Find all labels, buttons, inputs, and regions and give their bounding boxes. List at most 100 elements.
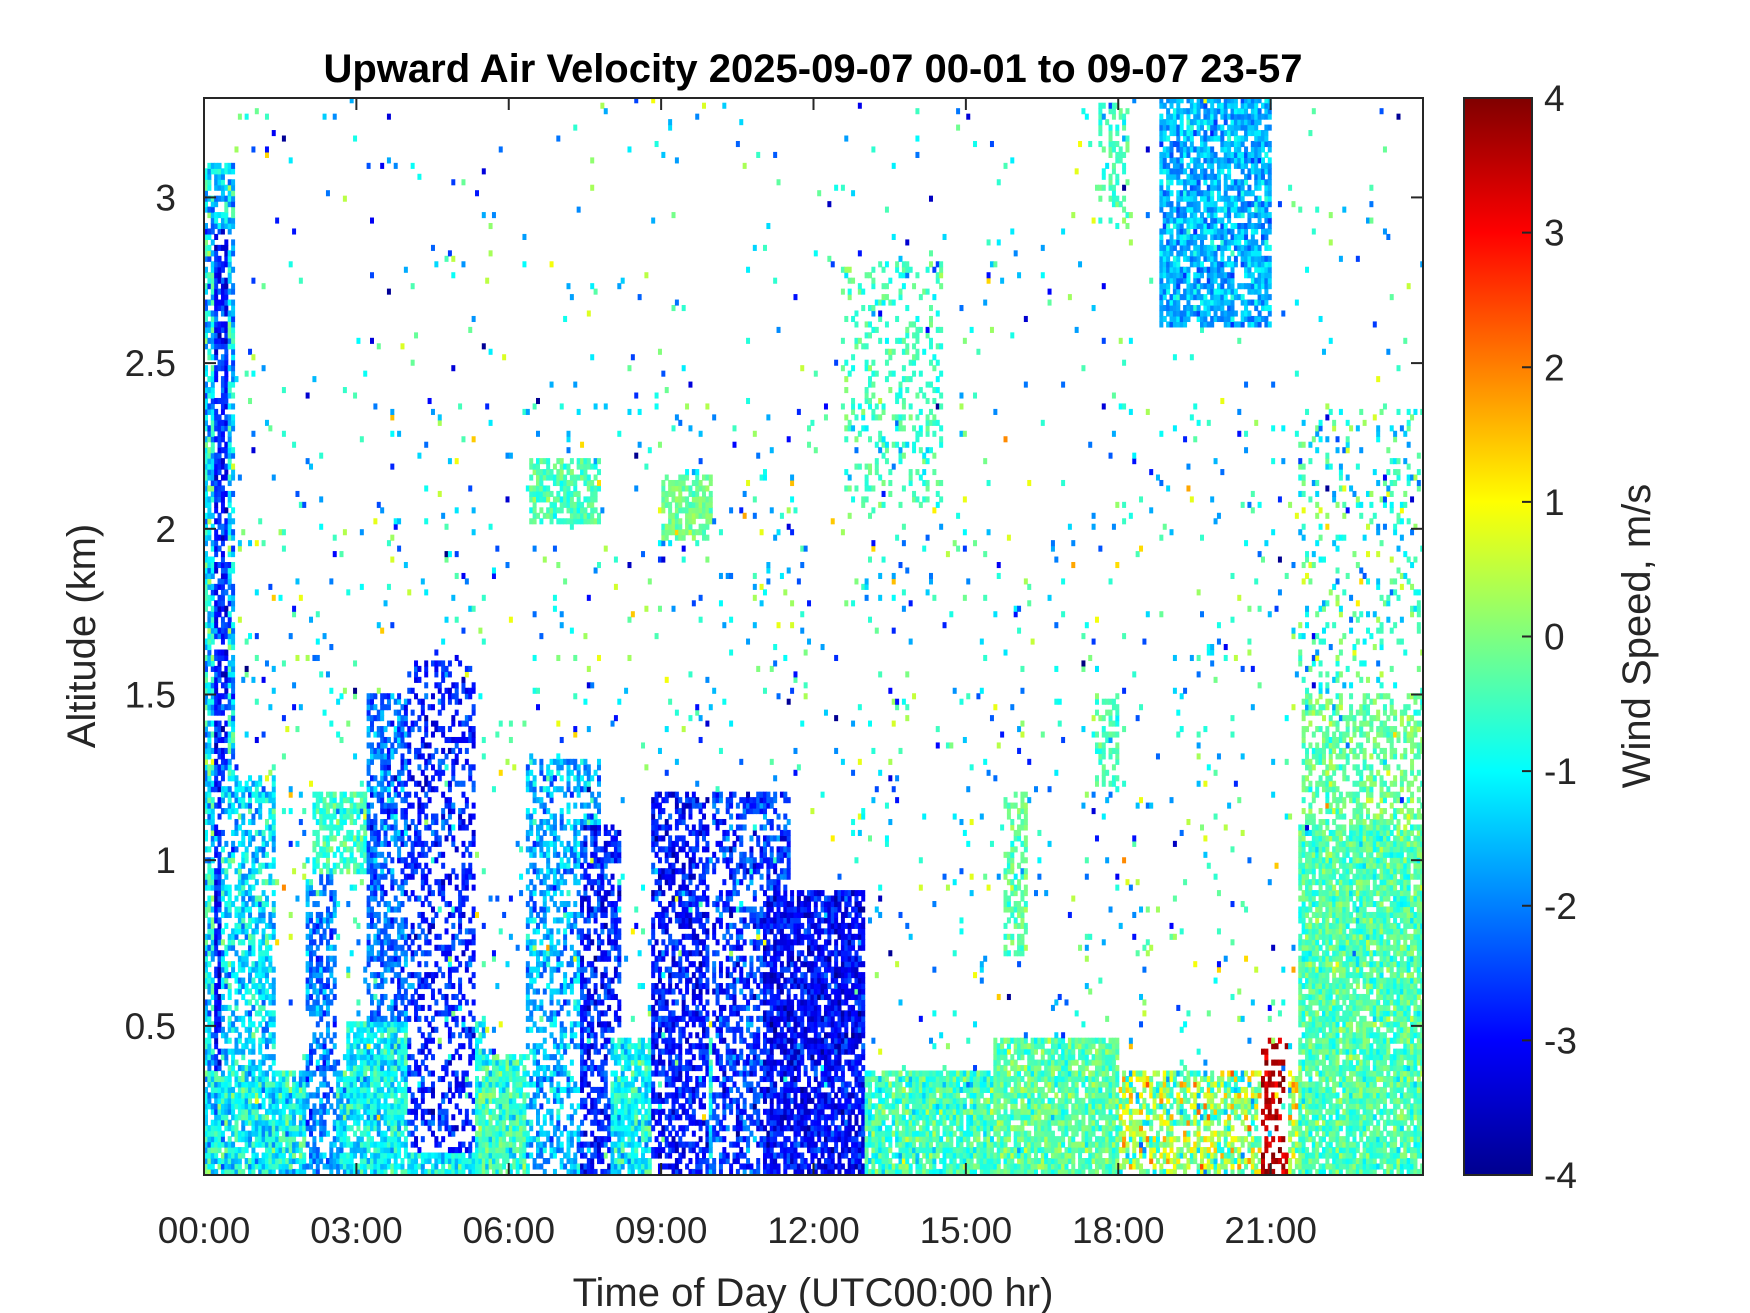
heatmap-cell — [325, 966, 330, 973]
heatmap-cell — [227, 430, 232, 437]
heatmap-cell — [532, 840, 537, 847]
heatmap-cell — [424, 660, 429, 667]
heatmap-cell — [217, 485, 222, 492]
heatmap-cell — [231, 928, 236, 935]
heatmap-cell — [210, 195, 215, 202]
heatmap-cell — [214, 479, 219, 487]
heatmap-cell — [204, 698, 208, 705]
heatmap-cell — [441, 747, 446, 754]
heatmap-cell — [471, 999, 476, 1006]
heatmap-cell — [210, 545, 215, 552]
heatmap-cell — [539, 474, 544, 481]
heatmap-cell — [227, 436, 232, 443]
heatmap-cell — [502, 1114, 507, 1121]
heatmap-cell — [278, 594, 283, 601]
heatmap-cell — [254, 1119, 259, 1126]
heatmap-cell — [542, 786, 547, 793]
heatmap-cell — [505, 1092, 510, 1099]
heatmap-cell — [522, 1141, 527, 1148]
heatmap-cell — [214, 1004, 219, 1011]
heatmap-cell — [204, 490, 208, 497]
heatmap-cell — [210, 469, 215, 476]
heatmap-cell — [407, 758, 412, 765]
heatmap-cell — [417, 1152, 422, 1159]
heatmap-cell — [234, 1114, 239, 1121]
heatmap-cell — [261, 1163, 266, 1170]
heatmap-cell — [400, 890, 405, 897]
heatmap-cell — [529, 824, 534, 831]
heatmap-cell — [305, 999, 310, 1006]
heatmap-cell — [383, 922, 388, 929]
heatmap-cell — [214, 419, 219, 426]
heatmap-cell — [312, 840, 317, 847]
heatmap-cell — [319, 1081, 324, 1088]
heatmap-cell — [271, 1114, 276, 1121]
heatmap-cell — [220, 1075, 225, 1083]
heatmap-cell — [454, 507, 459, 514]
heatmap-cell — [204, 1147, 208, 1154]
heatmap-cell — [346, 1054, 351, 1061]
heatmap-cell — [410, 983, 415, 990]
heatmap-cell — [390, 917, 395, 924]
heatmap-cell — [370, 1015, 374, 1022]
heatmap-cell — [386, 1163, 391, 1170]
heatmap-cell — [441, 1075, 446, 1083]
heatmap-cell — [336, 1092, 341, 1099]
heatmap-cell — [251, 1075, 256, 1083]
heatmap-cell — [539, 485, 544, 492]
heatmap-cell — [309, 972, 314, 979]
heatmap-cell — [244, 1114, 249, 1121]
heatmap-cell — [410, 868, 415, 875]
heatmap-cell — [536, 840, 540, 847]
heatmap-cell — [214, 321, 219, 328]
heatmap-cell — [366, 1114, 371, 1121]
heatmap-cell — [407, 895, 412, 902]
heatmap-cell — [525, 1015, 530, 1022]
heatmap-cell — [349, 851, 354, 858]
heatmap-cell — [339, 818, 344, 826]
heatmap-cell — [312, 966, 317, 973]
heatmap-cell — [241, 1075, 246, 1083]
heatmap-cell — [532, 1043, 537, 1050]
heatmap-cell — [325, 906, 330, 913]
heatmap-cell — [220, 419, 225, 426]
heatmap-cell — [400, 1163, 405, 1170]
heatmap-cell — [403, 933, 408, 940]
heatmap-cell — [264, 977, 269, 984]
heatmap-cell — [244, 988, 249, 995]
heatmap-cell — [536, 1043, 540, 1050]
heatmap-cell — [244, 1070, 249, 1077]
heatmap-cell — [536, 1048, 540, 1055]
heatmap-cell — [281, 1097, 286, 1104]
heatmap-cell — [346, 1026, 351, 1033]
heatmap-cell — [390, 977, 395, 984]
heatmap-cell — [207, 917, 212, 924]
heatmap-cell — [515, 1081, 520, 1088]
heatmap-cell — [525, 961, 530, 968]
heatmap-cell — [427, 922, 432, 929]
heatmap-cell — [204, 479, 208, 487]
heatmap-cell — [390, 808, 395, 815]
heatmap-cell — [393, 829, 398, 836]
heatmap-cell — [336, 829, 341, 836]
heatmap-cell — [370, 906, 374, 913]
heatmap-cell — [424, 818, 429, 826]
heatmap-cell — [312, 922, 317, 929]
heatmap-cell — [271, 999, 276, 1006]
heatmap-cell — [380, 1021, 385, 1028]
heatmap-cell — [227, 337, 232, 344]
heatmap-cell — [417, 983, 422, 990]
heatmap-cell — [407, 944, 412, 951]
heatmap-cell — [204, 1103, 208, 1110]
heatmap-cell — [536, 1086, 540, 1093]
heatmap-cell — [393, 1130, 398, 1137]
heatmap-cell — [214, 354, 219, 361]
heatmap-cell — [210, 1092, 215, 1099]
heatmap-cell — [248, 868, 253, 875]
heatmap-cell — [356, 1119, 361, 1126]
heatmap-cell — [359, 791, 364, 798]
heatmap-cell — [271, 1136, 276, 1143]
heatmap-cell — [414, 1059, 419, 1066]
heatmap-cell — [546, 955, 551, 962]
heatmap-cell — [214, 764, 219, 771]
